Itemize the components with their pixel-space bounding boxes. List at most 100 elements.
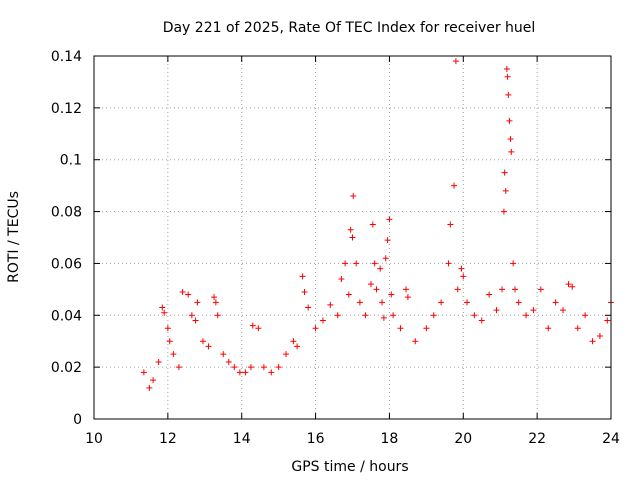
data-point	[430, 312, 437, 319]
data-point	[565, 281, 572, 288]
data-point	[390, 312, 397, 319]
data-point	[559, 307, 566, 314]
y-axis-label: ROTI / TECUs	[6, 191, 22, 283]
data-points	[140, 58, 614, 391]
y-tick-label: 0.08	[51, 205, 82, 221]
data-point	[380, 314, 387, 321]
x-axis-label: GPS time / hours	[291, 459, 408, 475]
data-point	[345, 291, 352, 298]
data-point	[249, 322, 256, 329]
data-point	[199, 338, 206, 345]
tick-labels: 10 12 14 16 18 20 22 24 0 0.02 0.04 0.06 0.08 0.1 0.12…	[51, 49, 620, 447]
data-point	[283, 351, 290, 358]
data-point	[451, 182, 458, 189]
data-point	[294, 343, 301, 350]
data-point	[166, 338, 173, 345]
data-point	[478, 317, 485, 324]
data-point	[569, 283, 576, 290]
x-tick-label: 16	[307, 431, 325, 447]
data-point	[205, 343, 212, 350]
data-point	[445, 260, 452, 267]
data-point	[511, 286, 518, 293]
y-tick-label: 0	[73, 412, 82, 428]
data-point	[388, 291, 395, 298]
data-point	[404, 294, 411, 301]
data-point	[523, 312, 530, 319]
data-point	[319, 317, 326, 324]
data-point	[268, 369, 275, 376]
data-point	[506, 117, 513, 124]
chart-title: Day 221 of 2025, Rate Of TEC Index for r…	[163, 20, 536, 36]
data-point	[371, 260, 378, 267]
data-point	[386, 216, 393, 223]
data-point	[299, 273, 306, 280]
x-tick-label: 14	[233, 431, 251, 447]
data-point	[596, 333, 603, 340]
data-point	[397, 325, 404, 332]
data-point	[305, 304, 312, 311]
data-point	[503, 65, 510, 72]
data-point	[384, 237, 391, 244]
data-point	[231, 364, 238, 371]
data-point	[164, 325, 171, 332]
data-point	[338, 275, 345, 282]
data-point	[185, 291, 192, 298]
data-point	[463, 299, 470, 306]
data-point	[589, 338, 596, 345]
data-point	[508, 148, 515, 155]
data-point	[225, 358, 232, 365]
data-point	[255, 325, 262, 332]
y-tick-label: 0.04	[51, 308, 82, 324]
x-tick-label: 20	[454, 431, 472, 447]
data-point	[179, 288, 186, 295]
x-tick-label: 22	[528, 431, 546, 447]
x-tick-label: 24	[602, 431, 620, 447]
data-point	[447, 221, 454, 228]
data-point	[161, 309, 168, 316]
data-point	[501, 169, 508, 176]
data-point	[312, 325, 319, 332]
data-point	[170, 351, 177, 358]
data-point	[356, 299, 363, 306]
data-point	[471, 312, 478, 319]
data-point	[194, 299, 201, 306]
data-point	[188, 312, 195, 319]
data-point	[423, 325, 430, 332]
data-point	[486, 291, 493, 298]
data-point	[504, 73, 511, 80]
data-point	[247, 364, 254, 371]
data-point	[242, 369, 249, 376]
data-point	[362, 312, 369, 319]
data-point	[140, 369, 147, 376]
data-point	[146, 384, 153, 391]
data-point	[334, 312, 341, 319]
data-point	[502, 187, 509, 194]
y-tick-label: 0.14	[51, 49, 82, 65]
data-point	[382, 255, 389, 262]
data-point	[373, 286, 380, 293]
data-point	[369, 221, 376, 228]
data-point	[350, 193, 357, 200]
data-point	[452, 58, 459, 65]
data-point	[507, 135, 514, 142]
data-point	[574, 325, 581, 332]
data-point	[499, 286, 506, 293]
data-point	[212, 299, 219, 306]
data-point	[342, 260, 349, 267]
x-tick-label: 10	[85, 431, 103, 447]
data-point	[220, 351, 227, 358]
data-point	[545, 325, 552, 332]
data-point	[403, 286, 410, 293]
data-point	[537, 286, 544, 293]
data-point	[552, 299, 559, 306]
plot-border	[93, 55, 612, 420]
data-point	[236, 369, 243, 376]
data-point	[379, 299, 386, 306]
x-tick-label: 12	[159, 431, 177, 447]
data-point	[155, 358, 162, 365]
grid-lines	[94, 56, 611, 419]
data-point	[275, 364, 282, 371]
data-point	[192, 317, 199, 324]
data-point	[347, 226, 354, 233]
data-point	[515, 299, 522, 306]
